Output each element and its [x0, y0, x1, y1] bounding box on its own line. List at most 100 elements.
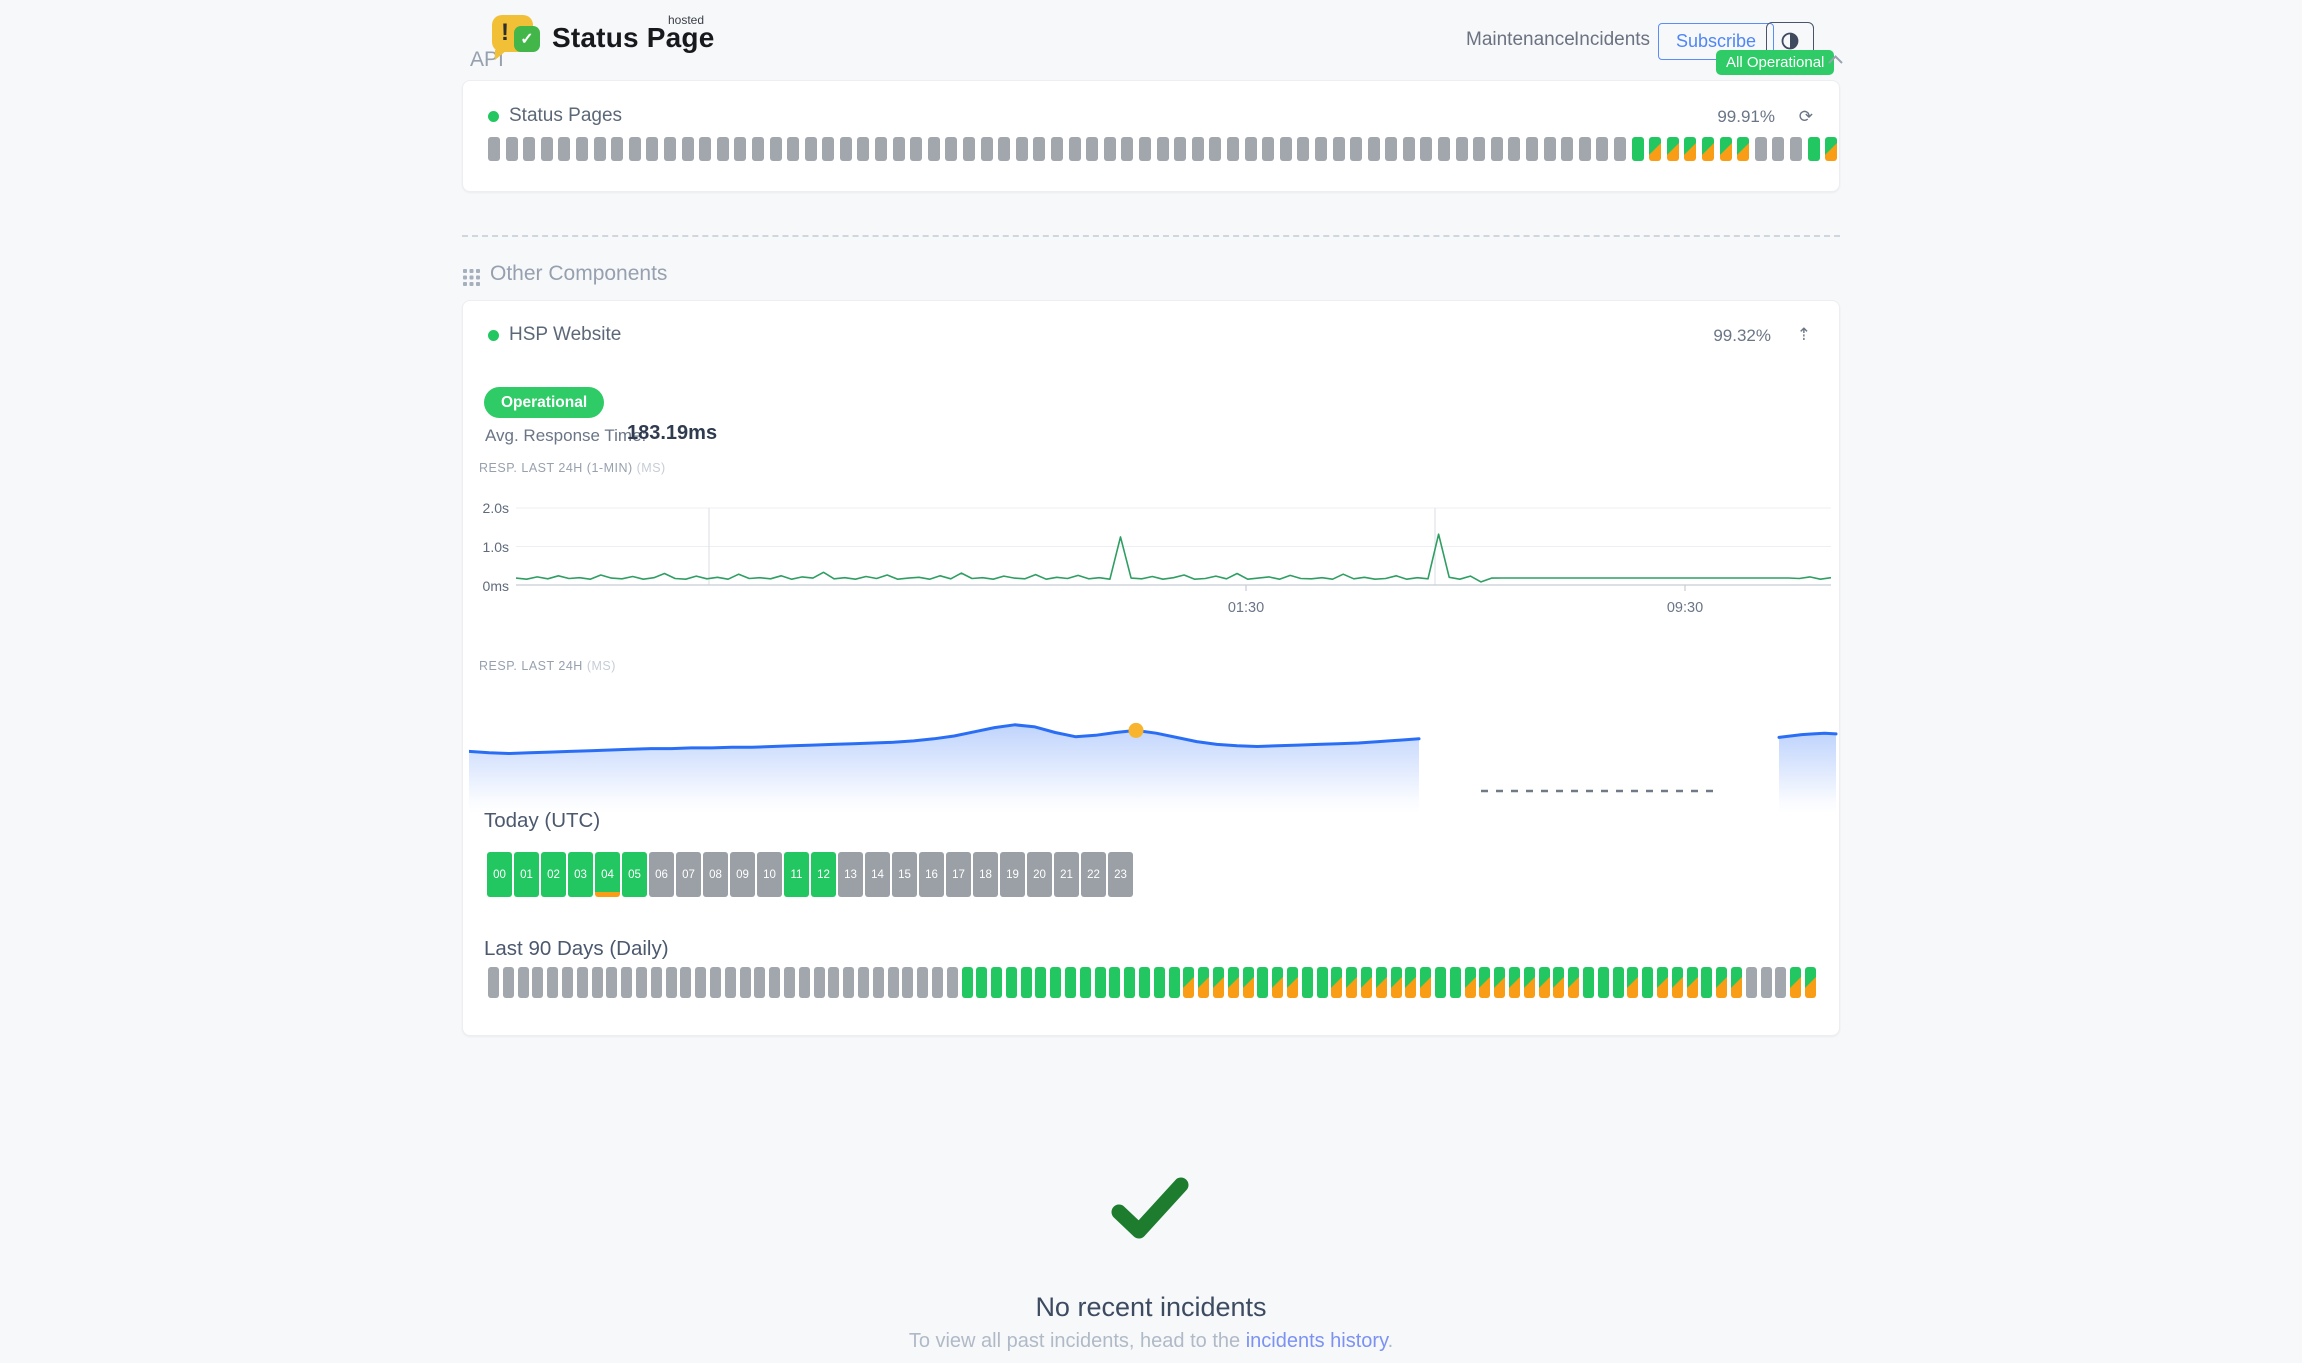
hour-cell-08: 08: [703, 852, 728, 897]
uptime-bar-nodata: [872, 967, 884, 998]
uptime-bar-nodata: [963, 137, 976, 161]
uptime-bar-up: [1582, 967, 1594, 998]
uptime-bar-up: [1109, 967, 1121, 998]
uptime-bar-up: [1050, 967, 1062, 998]
uptime-bar-nodata: [1086, 137, 1099, 161]
nav-maintenance-link[interactable]: Maintenance: [1466, 29, 1575, 50]
uptime-bar-nodata: [558, 137, 571, 161]
uptime-bar-degraded: [1701, 137, 1714, 161]
y-axis-label-1s: 1.0s: [482, 539, 509, 555]
uptime-bar-degraded: [1464, 967, 1476, 998]
uptime-bar-degraded: [1730, 967, 1742, 998]
uptime-bar-nodata: [1121, 137, 1134, 161]
component-name[interactable]: HSP Website: [509, 324, 622, 345]
uptime-bar-nodata: [1068, 137, 1081, 161]
hour-cell-17: 17: [946, 852, 971, 897]
hour-cell-03: 03: [568, 852, 593, 897]
collapse-arrow-icon[interactable]: ⇡: [1796, 325, 1811, 344]
uptime-bar-up: [1642, 967, 1654, 998]
uptime-bar-nodata: [1402, 137, 1415, 161]
uptime-bar-nodata: [783, 967, 795, 998]
uptime-bar-degraded: [1656, 967, 1668, 998]
uptime-bar-degraded: [1508, 967, 1520, 998]
operational-badge: Operational: [484, 387, 605, 418]
status-pages-uptime-bars: [488, 137, 1838, 161]
hour-cell-10: 10: [757, 852, 782, 897]
uptime-bar-up: [1094, 967, 1106, 998]
nav-incidents-link[interactable]: Incidents: [1574, 29, 1651, 50]
uptime-bar-up: [1139, 967, 1151, 998]
section-divider: [462, 235, 1840, 237]
uptime-bar-nodata: [1508, 137, 1521, 161]
uptime-bar-nodata: [798, 967, 810, 998]
uptime-bar-nodata: [998, 137, 1011, 161]
uptime-bar-up: [1035, 967, 1047, 998]
component-name[interactable]: Status Pages: [509, 105, 623, 126]
incidents-history-link[interactable]: incidents history: [1245, 1330, 1388, 1352]
uptime-bar-nodata: [1614, 137, 1626, 161]
uptime-bar-nodata: [621, 967, 633, 998]
uptime-bar-nodata: [1578, 137, 1591, 161]
hour-cell-21: 21: [1054, 852, 1079, 897]
uptime-bar-nodata: [635, 967, 647, 998]
uptime-bar-nodata: [488, 137, 500, 161]
uptime-bar-nodata: [611, 137, 624, 161]
area-fill: [469, 724, 1419, 813]
avg-response-label: Avg. Response Time:: [485, 426, 647, 445]
uptime-bar-nodata: [1209, 137, 1222, 161]
uptime-bar-nodata: [1760, 967, 1772, 998]
refresh-icon[interactable]: ⟳: [1798, 107, 1813, 126]
uptime-percentage: 99.32%: [1713, 326, 1771, 345]
header: ! ✓ Status Page hosted Maintenance Incid…: [0, 0, 2302, 76]
uptime-bar-nodata: [927, 137, 940, 161]
uptime-bar-up: [1807, 137, 1820, 161]
uptime-bar-nodata: [532, 967, 544, 998]
uptime-bar-nodata: [1191, 137, 1204, 161]
uptime-bar-nodata: [1438, 137, 1451, 161]
uptime-bar-nodata: [650, 967, 662, 998]
uptime-bar-nodata: [699, 137, 712, 161]
uptime-bar-degraded: [1227, 967, 1239, 998]
status-dot: [488, 111, 499, 122]
uptime-bar-degraded: [1479, 967, 1491, 998]
uptime-bar-nodata: [1526, 137, 1539, 161]
uptime-bar-nodata: [945, 137, 958, 161]
chart1-unit: (MS): [636, 461, 666, 475]
uptime-bar-nodata: [606, 967, 618, 998]
uptime-bar-degraded: [1346, 967, 1358, 998]
uptime-bar-nodata: [734, 137, 747, 161]
uptime-bar-up: [1597, 967, 1609, 998]
uptime-bar-nodata: [663, 137, 676, 161]
uptime-bar-nodata: [646, 137, 659, 161]
uptime-bar-nodata: [804, 137, 817, 161]
chevron-up-icon[interactable]: [1827, 54, 1844, 65]
hour-cell-12: 12: [811, 852, 836, 897]
uptime-bar-degraded: [1627, 967, 1639, 998]
chart1-label: RESP. LAST 24H (1-MIN) (MS): [479, 461, 666, 475]
uptime-bar-up: [1065, 967, 1077, 998]
uptime-bar-degraded: [1649, 137, 1662, 161]
check-icon: ✓: [520, 31, 534, 48]
uptime-bar-degraded: [1523, 967, 1535, 998]
uptime-percentage: 99.91%: [1717, 107, 1775, 126]
x-tick-0130: 01:30: [1227, 600, 1265, 616]
uptime-bar-up: [1005, 967, 1017, 998]
theme-toggle-button[interactable]: [1766, 22, 1814, 59]
overall-status-badge[interactable]: All Operational: [1716, 50, 1835, 75]
status-dot: [488, 330, 499, 341]
response-chart-24h: [469, 722, 1838, 813]
highlight-marker-dot[interactable]: [1128, 722, 1144, 738]
uptime-bar-degraded: [1686, 967, 1698, 998]
uptime-bar-nodata: [680, 967, 692, 998]
uptime-bar-nodata: [1350, 137, 1363, 161]
uptime-bar-degraded: [1361, 967, 1373, 998]
uptime-bar-nodata: [769, 137, 782, 161]
uptime-bar-nodata: [857, 137, 870, 161]
uptime-bar-degraded: [1666, 137, 1679, 161]
uptime-bar-nodata: [1473, 137, 1486, 161]
uptime-bar-degraded: [1719, 137, 1732, 161]
hour-cell-13: 13: [838, 852, 863, 897]
uptime-bar-nodata: [1314, 137, 1327, 161]
brand-logo-check-icon: ✓: [514, 26, 540, 52]
uptime-bar-degraded: [1671, 967, 1683, 998]
